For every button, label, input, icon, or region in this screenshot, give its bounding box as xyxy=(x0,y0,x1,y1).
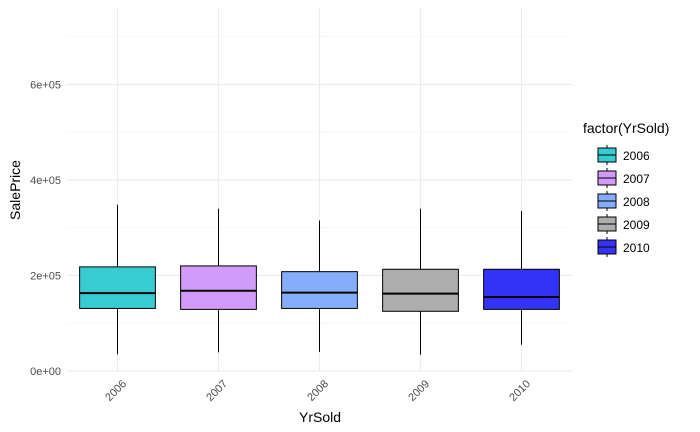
x-tick-label: 2009 xyxy=(406,378,432,404)
x-tick-label: 2010 xyxy=(507,378,533,404)
legend-item-2007: 2007 xyxy=(597,168,650,188)
legend-item-2009: 2009 xyxy=(597,214,650,234)
legend: factor(YrSold) 2006 2007 2008 2009 2010 xyxy=(583,120,669,257)
legend-label: 2010 xyxy=(623,241,650,255)
box-iqr xyxy=(281,271,358,309)
y-axis-ticks: 0e+00 2e+05 4e+05 6e+05 xyxy=(30,79,61,378)
box-iqr xyxy=(483,268,560,310)
legend-item-2010: 2010 xyxy=(597,237,650,257)
box-2006 xyxy=(79,204,156,355)
box-2009 xyxy=(382,208,459,355)
y-axis-title: SalePrice xyxy=(7,160,23,220)
x-tick-label: 2008 xyxy=(305,378,331,404)
box-iqr xyxy=(382,268,459,312)
y-tick-label: 0e+00 xyxy=(30,366,61,378)
box-series xyxy=(79,204,560,355)
box-iqr xyxy=(79,266,156,309)
box-iqr xyxy=(180,265,257,310)
legend-item-2006: 2006 xyxy=(597,145,650,165)
legend-items: 2006 2007 2008 2009 2010 xyxy=(597,145,650,257)
legend-label: 2006 xyxy=(623,149,650,163)
legend-label: 2009 xyxy=(623,218,650,232)
legend-title: factor(YrSold) xyxy=(583,120,669,136)
legend-label: 2007 xyxy=(623,172,650,186)
x-tick-label: 2007 xyxy=(204,378,230,404)
y-tick-label: 6e+05 xyxy=(30,79,61,91)
box-2010 xyxy=(483,210,560,345)
legend-item-2008: 2008 xyxy=(597,191,650,211)
legend-label: 2008 xyxy=(623,195,650,209)
x-axis-ticks: 2006 2007 2008 2009 2010 xyxy=(103,378,533,404)
y-tick-label: 2e+05 xyxy=(30,270,61,282)
box-2007 xyxy=(180,208,257,353)
y-tick-label: 4e+05 xyxy=(30,175,61,187)
box-2008 xyxy=(281,220,358,352)
x-tick-label: 2006 xyxy=(103,378,129,404)
x-axis-title: YrSold xyxy=(299,409,341,425)
